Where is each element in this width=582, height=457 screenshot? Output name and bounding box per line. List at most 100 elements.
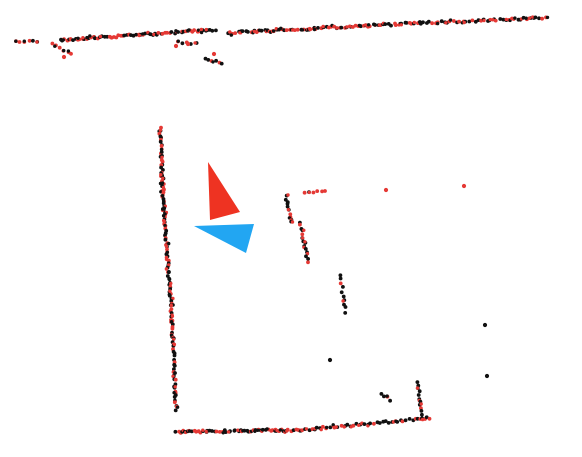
scan-point: [35, 40, 39, 44]
scan-point: [143, 31, 148, 36]
scan-point: [311, 190, 316, 195]
scan-point: [286, 208, 291, 212]
scan-point: [295, 27, 300, 32]
scan-point: [175, 405, 180, 409]
scan-point: [159, 173, 163, 177]
scan-point: [69, 51, 73, 56]
scan-point: [373, 23, 377, 27]
scan-point: [304, 254, 308, 259]
scan-point: [27, 38, 32, 43]
scan-point: [233, 31, 238, 35]
scan-point: [158, 139, 163, 144]
scan-point: [172, 367, 176, 372]
scan-point: [165, 247, 169, 252]
scan-point: [430, 21, 434, 26]
scan-point: [521, 15, 526, 20]
scan-point: [323, 189, 327, 193]
scan-point: [192, 28, 197, 33]
scan-point: [504, 17, 508, 22]
scan-point: [162, 219, 166, 223]
scan-point: [236, 428, 240, 432]
scan-point: [31, 38, 35, 43]
scan-point: [316, 26, 320, 30]
scan-point: [427, 416, 432, 421]
scan-point: [315, 189, 320, 194]
scan-point: [444, 21, 448, 25]
scan-point: [342, 425, 346, 429]
scan-point: [300, 28, 305, 32]
scan-point: [301, 236, 305, 240]
scan-point: [320, 189, 324, 194]
scan-point: [159, 144, 164, 148]
scan-point: [345, 422, 350, 427]
scan-point: [176, 39, 180, 43]
scan-point: [240, 29, 245, 33]
scan-point: [168, 284, 172, 288]
scan-point: [395, 420, 400, 424]
scan-point: [420, 417, 425, 422]
scan-point: [164, 244, 169, 248]
scan-point: [338, 276, 343, 281]
scan-point: [298, 222, 302, 227]
scan-point: [302, 190, 307, 195]
scan-point: [161, 207, 165, 211]
scan-point: [415, 386, 420, 390]
scan-point: [407, 417, 412, 421]
scan-point: [493, 18, 498, 23]
scan-point: [307, 428, 312, 433]
scan-point: [199, 27, 204, 32]
scan-point: [393, 23, 398, 27]
scan-point: [439, 19, 444, 24]
scan-point: [210, 429, 214, 433]
scan-point: [98, 34, 103, 39]
scan-point: [348, 24, 352, 28]
scan-point: [176, 30, 181, 34]
scan-point: [246, 30, 250, 34]
scan-point: [341, 294, 346, 299]
scan-point: [206, 58, 211, 62]
scan-point: [167, 293, 172, 298]
scan-point: [362, 422, 367, 426]
scan-point: [285, 201, 290, 206]
scan-point: [170, 326, 175, 331]
scan-point: [292, 28, 297, 32]
scan-point: [242, 428, 247, 433]
scan-point: [193, 41, 197, 45]
scan-point: [353, 23, 358, 28]
scan-point: [383, 187, 389, 193]
scan-point: [180, 41, 185, 46]
scan-point: [533, 15, 538, 20]
scan-point: [306, 260, 310, 265]
scan-point: [165, 274, 170, 278]
scan-point: [470, 18, 475, 23]
scan-point: [171, 374, 175, 378]
scan-point: [385, 394, 389, 398]
scan-point: [300, 232, 305, 237]
scan-point: [484, 373, 490, 379]
scan-point: [426, 19, 431, 24]
scan-point: [256, 428, 260, 432]
scan-point: [172, 395, 177, 399]
scan-point: [285, 427, 290, 432]
scan-point: [201, 428, 205, 432]
scan-point: [211, 51, 217, 57]
scan-point: [160, 194, 165, 198]
scan-point: [278, 428, 282, 432]
scan-point: [366, 424, 370, 428]
scan-point: [300, 428, 304, 433]
scan-point: [156, 31, 161, 35]
scan-point: [419, 402, 423, 406]
scan-point: [223, 430, 228, 434]
scan-point: [312, 27, 317, 32]
scan-point: [537, 16, 541, 21]
scan-point: [389, 23, 393, 28]
scan-point: [482, 18, 486, 23]
scan-point: [372, 421, 376, 426]
scan-point: [368, 421, 372, 426]
scan-point: [172, 342, 177, 347]
scan-point: [172, 363, 177, 368]
scan-point: [343, 311, 348, 315]
scan-point: [306, 257, 310, 261]
scan-point: [211, 60, 215, 64]
